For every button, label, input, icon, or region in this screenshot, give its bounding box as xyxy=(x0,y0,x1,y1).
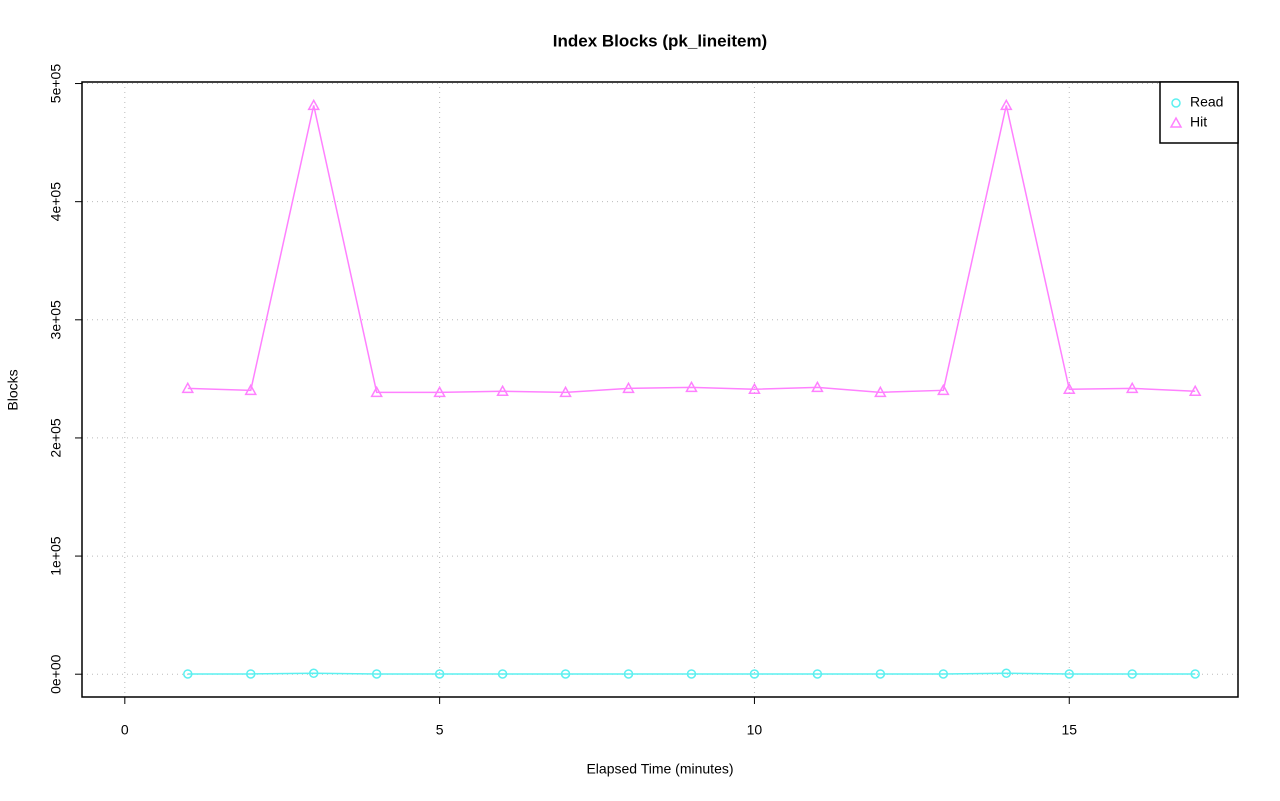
marker xyxy=(812,669,823,679)
series-line xyxy=(187,105,1196,394)
marker xyxy=(497,669,508,679)
y-tick-label: 4e+05 xyxy=(48,182,64,222)
marker xyxy=(370,385,383,398)
series-line xyxy=(187,672,1196,675)
marker xyxy=(937,383,950,396)
marker xyxy=(1064,669,1075,679)
x-tick-label: 0 xyxy=(121,722,129,738)
x-tick-label: 10 xyxy=(747,722,763,738)
y-tick-label: 3e+05 xyxy=(48,300,64,340)
y-tick-label: 0e+00 xyxy=(48,654,64,694)
chart-title: Index Blocks (pk_lineitem) xyxy=(553,31,767,50)
legend-box xyxy=(1159,81,1239,144)
marker xyxy=(938,669,949,679)
legend-symbol xyxy=(1171,98,1181,108)
marker xyxy=(307,98,320,111)
marker xyxy=(1062,382,1076,395)
legend-label: Hit xyxy=(1190,114,1207,130)
marker xyxy=(559,385,572,398)
marker xyxy=(811,380,824,393)
marker xyxy=(875,669,886,679)
marker xyxy=(1125,381,1139,394)
marker xyxy=(434,669,445,679)
y-axis-label: Blocks xyxy=(5,369,21,410)
marker xyxy=(1127,669,1137,679)
marker xyxy=(1001,668,1012,679)
legend-label: Read xyxy=(1190,94,1223,110)
marker xyxy=(1000,98,1013,111)
marker xyxy=(749,669,760,679)
marker xyxy=(748,382,761,395)
marker xyxy=(1188,384,1202,397)
marker xyxy=(433,385,446,398)
x-tick-label: 15 xyxy=(1061,722,1077,738)
y-tick-label: 5e+05 xyxy=(48,64,64,104)
x-axis-label: Elapsed Time (minutes) xyxy=(586,761,733,777)
marker xyxy=(874,385,887,398)
legend-symbol xyxy=(1169,116,1183,128)
marker xyxy=(496,384,509,397)
marker xyxy=(183,669,193,679)
marker xyxy=(686,669,697,679)
plot-frame xyxy=(81,81,1239,698)
marker xyxy=(622,381,635,394)
marker xyxy=(244,383,258,396)
marker xyxy=(245,669,256,679)
marker xyxy=(685,380,698,393)
marker xyxy=(371,669,382,679)
y-tick-label: 1e+05 xyxy=(48,536,64,576)
marker xyxy=(308,668,319,679)
marker xyxy=(1190,669,1200,679)
marker xyxy=(623,669,634,679)
marker xyxy=(181,381,195,394)
y-tick-label: 2e+05 xyxy=(48,418,64,458)
marker xyxy=(560,669,571,679)
x-tick-label: 5 xyxy=(436,722,444,738)
